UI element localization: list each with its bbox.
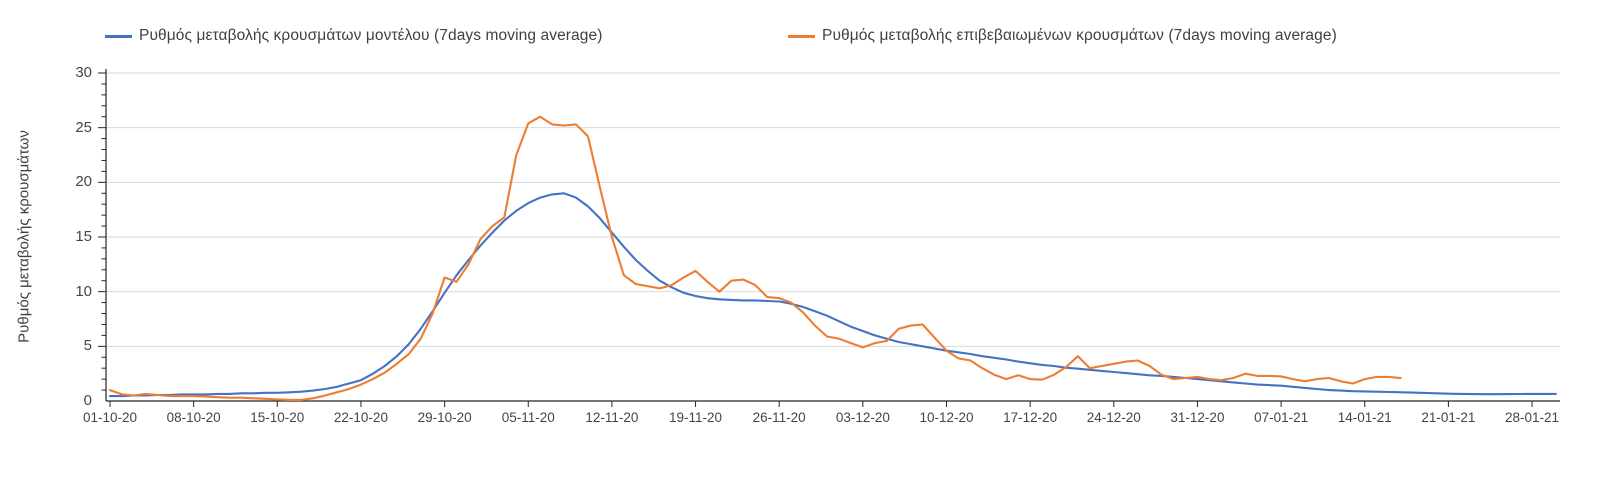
y-tick-label-20: 20	[75, 173, 92, 191]
x-tick-label-17-12-20: 17-12-20	[1003, 410, 1058, 425]
x-tick-label-26-11-20: 26-11-20	[752, 410, 806, 425]
x-tick-label-10-12-20: 10-12-20	[919, 410, 974, 425]
legend-label-confirmed: Ρυθμός μεταβολής επιβεβαιωμένων κρουσμάτ…	[822, 27, 1337, 44]
x-tick-label-15-10-20: 15-10-20	[250, 410, 305, 425]
x-tick-label-28-01-21: 28-01-21	[1505, 410, 1560, 425]
x-tick-label-29-10-20: 29-10-20	[417, 410, 472, 425]
series-line-confirmed	[108, 115, 1402, 401]
y-tick-label-10: 10	[75, 282, 92, 300]
x-tick-label-31-12-20: 31-12-20	[1170, 410, 1225, 425]
x-tick-label-19-11-20: 19-11-20	[669, 410, 723, 425]
x-tick-label-05-11-20: 05-11-20	[501, 410, 555, 425]
y-tick-label-25: 25	[75, 118, 92, 136]
x-tick-label-12-11-20: 12-11-20	[585, 410, 639, 425]
legend-item-confirmed: Ρυθμός μεταβολής επιβεβαιωμένων κρουσμάτ…	[788, 24, 1337, 48]
y-tick-label-5: 5	[83, 337, 92, 355]
y-tick-label-0: 0	[83, 392, 92, 409]
legend-line-marker-orange	[788, 34, 815, 38]
legend-item-model: Ρυθμός μεταβολής κρουσμάτων μοντέλου (7d…	[105, 24, 602, 48]
x-tick-label-01-10-20: 01-10-20	[82, 410, 138, 425]
y-tick-label-30: 30	[75, 64, 92, 81]
chart-legend: Ρυθμός μεταβολής κρουσμάτων μοντέλου (7d…	[0, 24, 1603, 48]
x-tick-label-07-01-21: 07-01-21	[1254, 410, 1309, 425]
legend-label-model: Ρυθμός μεταβολής κρουσμάτων μοντέλου (7d…	[139, 27, 603, 44]
legend-line-marker-blue	[105, 34, 132, 38]
x-tick-label-24-12-20: 24-12-20	[1086, 410, 1141, 425]
x-tick-label-22-10-20: 22-10-20	[333, 410, 388, 425]
x-tick-label-21-01-21: 21-01-21	[1421, 410, 1476, 425]
x-tick-label-14-01-21: 14-01-21	[1337, 410, 1392, 425]
x-tick-label-03-12-20: 03-12-20	[835, 410, 890, 425]
x-tick-label-08-10-20: 08-10-20	[166, 410, 221, 425]
series-line-model	[108, 192, 1557, 398]
y-tick-label-15: 15	[75, 228, 92, 245]
